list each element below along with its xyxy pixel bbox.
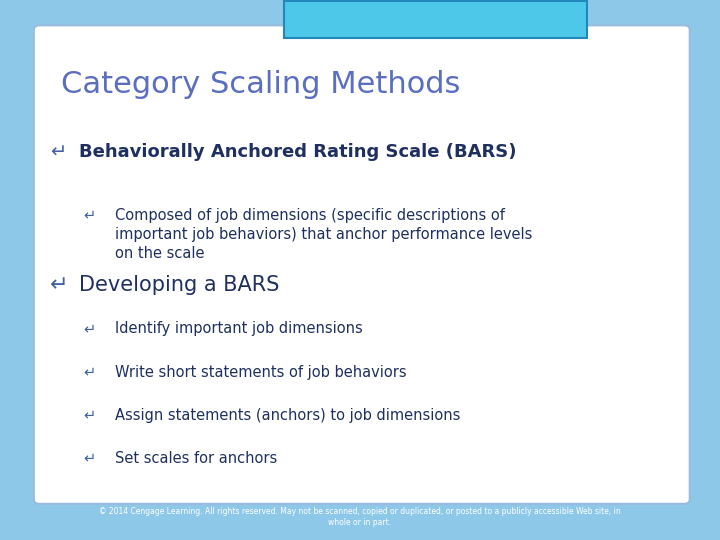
Text: ↵: ↵: [83, 364, 95, 380]
Text: Identify important job dimensions: Identify important job dimensions: [115, 321, 363, 336]
FancyBboxPatch shape: [284, 1, 587, 38]
Text: ↵: ↵: [83, 451, 95, 466]
Text: Behaviorally Anchored Rating Scale (BARS): Behaviorally Anchored Rating Scale (BARS…: [79, 143, 517, 161]
Text: Set scales for anchors: Set scales for anchors: [115, 451, 277, 466]
Text: Assign statements (anchors) to job dimensions: Assign statements (anchors) to job dimen…: [115, 408, 461, 423]
Text: ↵: ↵: [83, 321, 95, 336]
Text: Developing a BARS: Developing a BARS: [79, 275, 279, 295]
Text: © 2014 Cengage Learning. All rights reserved. May not be scanned, copied or dupl: © 2014 Cengage Learning. All rights rese…: [99, 507, 621, 528]
FancyBboxPatch shape: [34, 25, 690, 504]
Text: Write short statements of job behaviors: Write short statements of job behaviors: [115, 364, 407, 380]
Text: Category Scaling Methods: Category Scaling Methods: [61, 70, 461, 99]
Text: ↵: ↵: [50, 275, 69, 295]
Text: ↵: ↵: [83, 208, 95, 223]
Text: Composed of job dimensions (specific descriptions of
important job behaviors) th: Composed of job dimensions (specific des…: [115, 208, 533, 261]
Text: ↵: ↵: [83, 408, 95, 423]
Text: ↵: ↵: [50, 143, 67, 162]
